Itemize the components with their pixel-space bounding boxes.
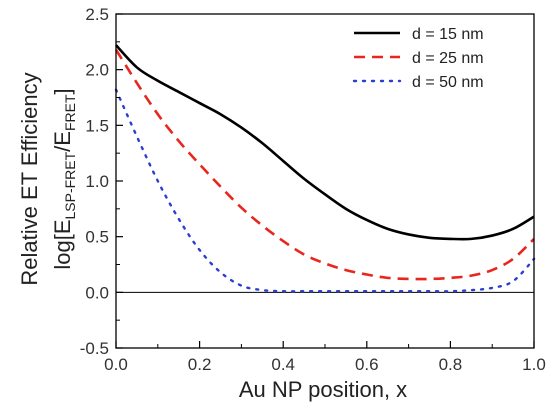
y-tick-label: -0.5 (80, 339, 109, 358)
y-tick-label: 2.0 (85, 61, 109, 80)
x-tick-label: 0.6 (355, 355, 379, 374)
x-axis-title: Au NP position, x (239, 377, 407, 402)
x-tick-label: 0.8 (439, 355, 463, 374)
x-tick-label: 0.2 (188, 355, 212, 374)
y-axis-title-line-1: Relative ET Efficiency (17, 72, 42, 285)
x-tick-label: 0.4 (271, 355, 295, 374)
legend-label-3: d = 50 nm (412, 74, 484, 91)
x-tick-label: 1.0 (522, 355, 546, 374)
y-tick-label: 2.5 (85, 5, 109, 24)
series-line-1 (115, 44, 535, 241)
axis-ticks: 0.0 0.2 0.4 0.6 0.8 1.0-0.50.00.51.01.52.02.5 (80, 5, 546, 374)
y-tick-label: 1.0 (85, 172, 109, 191)
y-tick-label: 0.5 (85, 228, 109, 247)
legend-label-2: d = 25 nm (412, 50, 484, 67)
series-line-3 (114, 88, 536, 293)
series-lines (114, 44, 536, 293)
y-tick-label: 0.0 (85, 283, 109, 302)
x-tick-label: 0.0 (104, 355, 128, 374)
legend: d = 15 nm d = 25 nm d = 50 nm (352, 26, 484, 91)
y-axis-title: Relative ET Efficiency log[ELSP-FRET/EFRE… (17, 72, 78, 285)
legend-label-1: d = 15 nm (412, 26, 484, 43)
y-tick-label: 1.5 (85, 116, 109, 135)
axis-titles: Au NP position, x Relative ET Efficiency l… (17, 72, 407, 402)
y-axis-title-line-2: log[ELSP-FRET/EFRET] (50, 88, 78, 269)
